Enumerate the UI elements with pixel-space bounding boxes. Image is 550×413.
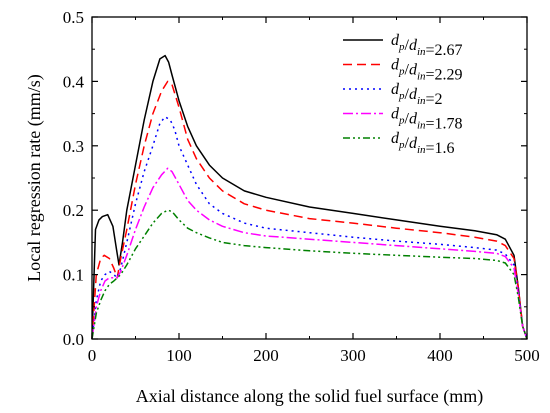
x-axis-label: Axial distance along the solid fuel surf… [136, 386, 483, 407]
x-tick-label: 400 [427, 346, 453, 365]
legend-part-a: d [391, 130, 400, 147]
legend-label-2: dp/din=2.29 [391, 57, 463, 84]
legend-part-b: d [409, 62, 418, 79]
legend-part-b_sub: in [417, 95, 426, 107]
x-tick-label: 100 [166, 346, 192, 365]
legend-slash: / [405, 37, 410, 54]
legend-part-value: =2.29 [426, 67, 463, 84]
legend-part-a_sub: p [398, 115, 405, 127]
legend-slash: / [405, 135, 410, 152]
legend-part-b: d [409, 135, 418, 152]
x-tick-label: 200 [253, 346, 279, 365]
legend-slash: / [405, 86, 410, 103]
legend-part-a_sub: p [398, 139, 405, 151]
legend-part-a: d [391, 81, 400, 98]
legend-part-a: d [391, 57, 400, 74]
legend-part-value: =1.78 [426, 116, 463, 133]
legend-part-a: d [391, 106, 400, 123]
legend-label-1: dp/din=2.67 [391, 32, 463, 59]
y-tick-label: 0.4 [63, 72, 85, 91]
axis-ticks: 0 100 200 300 400 500 0.0 0.1 0.2 0.3 0.4 0.5 [63, 8, 540, 365]
y-tick-label: 0.3 [63, 137, 84, 156]
legend-label-5: dp/din=1.6 [391, 130, 455, 157]
legend: dp/din=2.67dp/din=2.29dp/din=2dp/din=1.7… [343, 32, 463, 157]
legend-part-b_sub: in [417, 71, 426, 83]
legend-label-4: dp/din=1.78 [391, 106, 463, 133]
legend-part-value: =2 [426, 91, 443, 108]
series-line-3 [91, 116, 528, 340]
y-tick-label: 0.2 [63, 201, 84, 220]
series-line-1 [91, 54, 528, 340]
series-line-4 [91, 167, 528, 340]
legend-part-a_sub: p [398, 41, 405, 53]
x-tick-label: 0 [88, 346, 97, 365]
y-tick-label: 0.5 [63, 8, 84, 27]
legend-part-b_sub: in [417, 120, 426, 132]
series-line-2 [91, 80, 528, 340]
legend-slash: / [405, 111, 410, 128]
legend-part-b_sub: in [417, 46, 426, 58]
legend-part-a_sub: p [398, 90, 405, 102]
legend-part-a_sub: p [398, 66, 405, 78]
y-axis-label: Local regression rate (mm/s) [24, 74, 45, 281]
legend-part-b: d [409, 86, 418, 103]
legend-label-3: dp/din=2 [391, 81, 443, 108]
legend-part-b: d [409, 37, 418, 54]
legend-part-value: =1.6 [426, 140, 455, 157]
y-tick-label: 0.0 [63, 330, 84, 349]
legend-part-b_sub: in [417, 144, 426, 156]
x-tick-label: 500 [514, 346, 540, 365]
y-tick-label: 0.1 [63, 266, 84, 285]
legend-part-a: d [391, 32, 400, 49]
legend-part-b: d [409, 111, 418, 128]
x-tick-label: 300 [340, 346, 366, 365]
legend-slash: / [405, 62, 410, 79]
series-line-5 [91, 209, 528, 340]
legend-part-value: =2.67 [426, 42, 463, 59]
plot-lines [91, 54, 528, 340]
